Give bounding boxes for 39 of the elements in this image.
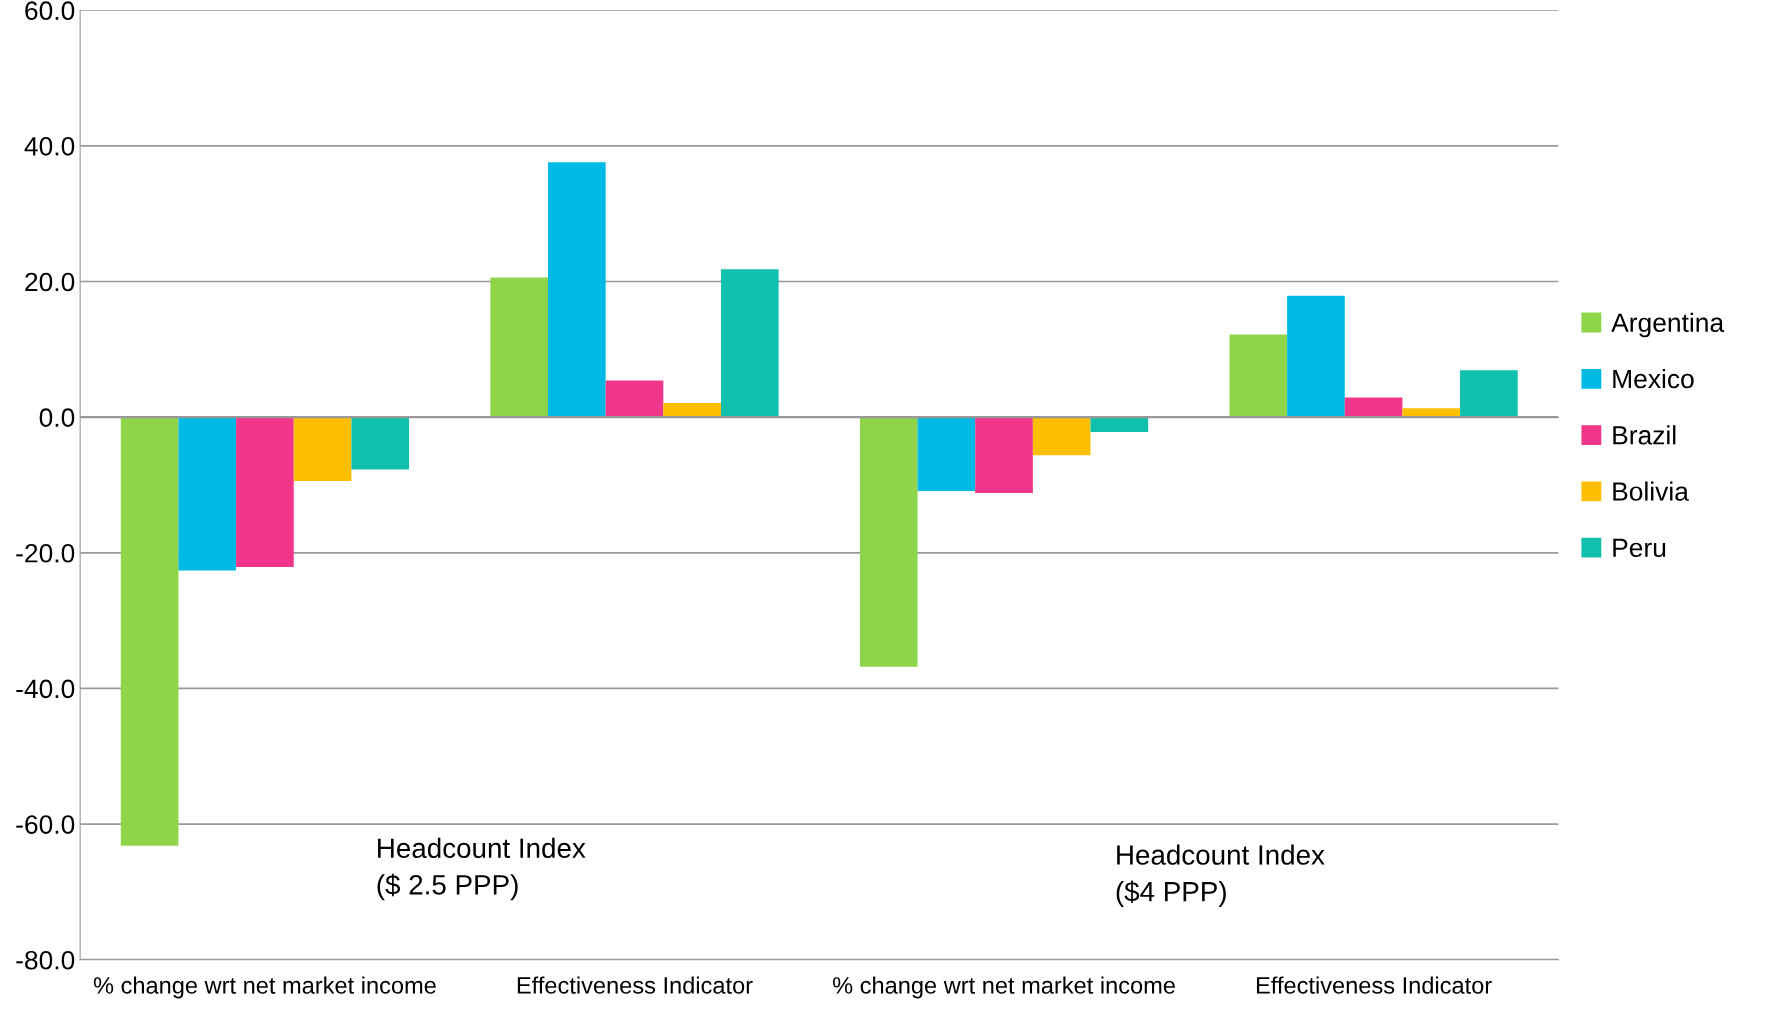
bar	[490, 277, 548, 418]
bar	[120, 417, 179, 846]
bar	[605, 380, 664, 418]
y-tick-label: 0.0	[39, 408, 75, 427]
y-tick-label: -80.0	[16, 950, 75, 970]
bar	[1287, 295, 1345, 418]
y-tick-label: 40.0	[24, 136, 75, 156]
x-tick-label: Effectiveness Indicator	[517, 976, 753, 994]
y-tick-label: -20.0	[16, 543, 75, 563]
bar	[1090, 417, 1149, 433]
legend-label: Mexico	[1613, 368, 1694, 389]
legend-label: Argentina	[1611, 312, 1725, 338]
bar	[236, 417, 294, 568]
bar	[1229, 334, 1288, 418]
bar	[859, 417, 918, 667]
bar	[1460, 370, 1518, 418]
annotation: Headcount Index ($4 PPP)	[1116, 844, 1325, 907]
x-tick-label: % change wrt net market income	[832, 976, 1175, 999]
x-tick-label: % change wrt net market income	[93, 976, 436, 999]
bar	[1402, 408, 1461, 418]
x-tick-label: Effectiveness Indicator	[1256, 976, 1492, 994]
legend-label: Bolivia	[1613, 481, 1689, 501]
bar	[1032, 417, 1091, 456]
bar	[917, 417, 976, 492]
bar	[663, 402, 721, 418]
bar	[975, 417, 1033, 494]
y-tick-label: 60.0	[25, 1, 75, 21]
legend-label: Peru	[1613, 538, 1666, 558]
annotation: Headcount Index ($ 2.5 PPP)	[377, 837, 586, 901]
bar	[720, 269, 779, 418]
bar	[293, 417, 352, 481]
y-tick-label: 20.0	[25, 272, 75, 292]
legend-label: Brazil	[1613, 425, 1676, 445]
y-tick-label: -40.0	[16, 679, 75, 699]
bar	[351, 417, 410, 470]
y-tick-label: -60.0	[16, 815, 75, 834]
bar	[548, 162, 606, 418]
bar	[178, 417, 237, 571]
bar	[1344, 397, 1403, 418]
